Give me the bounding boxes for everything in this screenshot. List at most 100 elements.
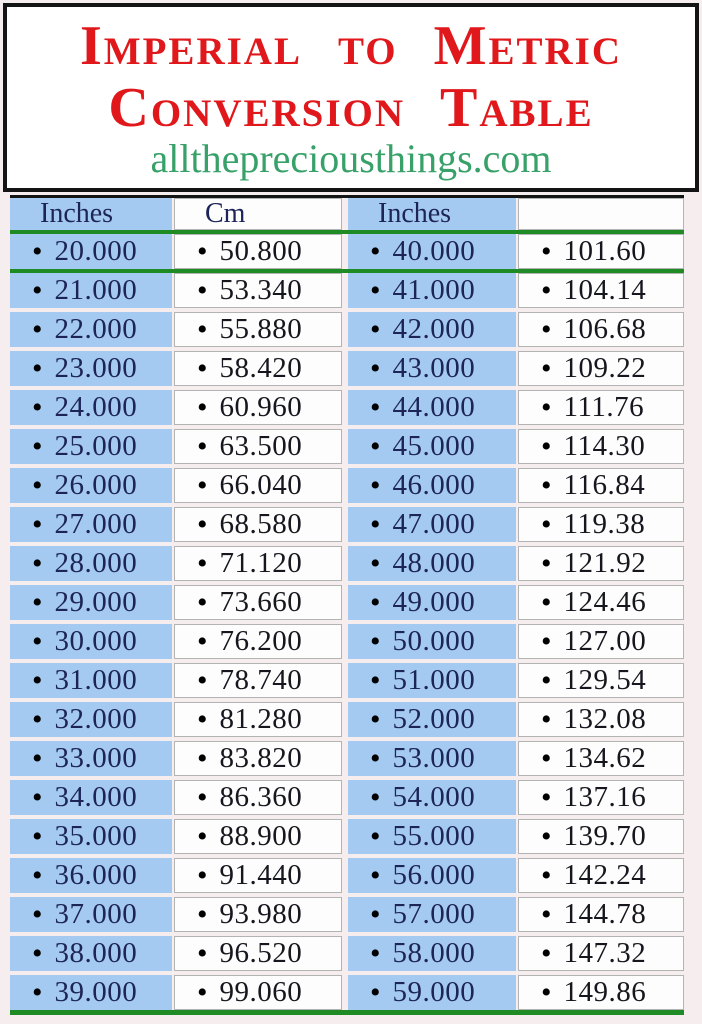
table-row: • 26.000 • 66.040 • 46.000 • 116.84 bbox=[10, 468, 684, 503]
bullet-icon: • bbox=[370, 741, 381, 775]
table-cell: • 129.54 bbox=[518, 663, 684, 698]
table-cell: • 116.84 bbox=[518, 468, 684, 503]
bullet-icon: • bbox=[197, 585, 208, 619]
bullet-icon: • bbox=[32, 819, 43, 853]
table-cell: • 119.38 bbox=[518, 507, 684, 542]
cell-value: 30.000 bbox=[54, 625, 138, 657]
page-title-line-1: Imperial to Metric bbox=[80, 14, 622, 77]
cell-value: 41.000 bbox=[392, 274, 476, 306]
table-cell: • 56.000 bbox=[348, 858, 516, 893]
column-header: Inches bbox=[10, 198, 172, 230]
table-cell: • 91.440 bbox=[174, 858, 342, 893]
bullet-icon: • bbox=[32, 429, 43, 463]
page-title-line-2: Conversion Table bbox=[108, 76, 594, 139]
title-card: Imperial to Metric Conversion Table allt… bbox=[3, 3, 699, 192]
bullet-icon: • bbox=[541, 507, 552, 541]
table-cell: • 49.000 bbox=[348, 585, 516, 620]
cell-value: 71.120 bbox=[219, 547, 303, 579]
table-cell: • 81.280 bbox=[174, 702, 342, 737]
table-cell: • 23.000 bbox=[10, 351, 172, 386]
cell-value: 21.000 bbox=[54, 274, 138, 306]
table-cell: • 30.000 bbox=[10, 624, 172, 659]
bullet-icon: • bbox=[541, 702, 552, 736]
cell-value: 26.000 bbox=[54, 469, 138, 501]
table-cell: • 99.060 bbox=[174, 975, 342, 1010]
cell-value: 86.360 bbox=[219, 781, 303, 813]
bullet-icon: • bbox=[32, 975, 43, 1009]
table-cell: • 132.08 bbox=[518, 702, 684, 737]
table-cell: • 121.92 bbox=[518, 546, 684, 581]
bullet-icon: • bbox=[541, 975, 552, 1009]
table-cell: • 114.30 bbox=[518, 429, 684, 464]
table-row: • 24.000 • 60.960 • 44.000 • 111.76 bbox=[10, 390, 684, 425]
table-cell: • 40.000 bbox=[348, 234, 516, 269]
table-row: • 23.000 • 58.420 • 43.000 • 109.22 bbox=[10, 351, 684, 386]
table-cell: • 32.000 bbox=[10, 702, 172, 737]
table-cell: • 27.000 bbox=[10, 507, 172, 542]
table-cell: • 41.000 bbox=[348, 273, 516, 308]
bullet-icon: • bbox=[541, 897, 552, 931]
cell-value: 66.040 bbox=[219, 469, 303, 501]
bullet-icon: • bbox=[370, 507, 381, 541]
bullet-icon: • bbox=[370, 468, 381, 502]
bullet-icon: • bbox=[197, 351, 208, 385]
cell-value: 129.54 bbox=[563, 664, 647, 696]
bullet-icon: • bbox=[370, 663, 381, 697]
bullet-icon: • bbox=[370, 429, 381, 463]
table-cell: • 42.000 bbox=[348, 312, 516, 347]
table-row: • 38.000 • 96.520 • 58.000 • 147.32 bbox=[10, 936, 684, 971]
table-row: • 36.000 • 91.440 • 56.000 • 142.24 bbox=[10, 858, 684, 893]
cell-value: 38.000 bbox=[54, 937, 138, 969]
cell-value: 47.000 bbox=[392, 508, 476, 540]
cell-value: 29.000 bbox=[54, 586, 138, 618]
table-cell: • 31.000 bbox=[10, 663, 172, 698]
table-row: • 30.000 • 76.200 • 50.000 • 127.00 bbox=[10, 624, 684, 659]
cell-value: 88.900 bbox=[219, 820, 303, 852]
cell-value: 53.340 bbox=[219, 274, 303, 306]
table-row: • 25.000 • 63.500 • 45.000 • 114.30 bbox=[10, 429, 684, 464]
cell-value: 134.62 bbox=[563, 742, 647, 774]
bullet-icon: • bbox=[32, 936, 43, 970]
table-cell: • 59.000 bbox=[348, 975, 516, 1010]
table-cell: • 86.360 bbox=[174, 780, 342, 815]
cell-value: 91.440 bbox=[219, 859, 303, 891]
table-row: • 32.000 • 81.280 • 52.000 • 132.08 bbox=[10, 702, 684, 737]
bullet-icon: • bbox=[370, 897, 381, 931]
cell-value: 34.000 bbox=[54, 781, 138, 813]
conversion-table: Inches Cm Inches • 20.000 • 50.800 • 40.000 • 101.… bbox=[10, 195, 684, 1015]
cell-value: 121.92 bbox=[563, 547, 647, 579]
cell-value: 50.000 bbox=[392, 625, 476, 657]
bullet-icon: • bbox=[197, 663, 208, 697]
bullet-icon: • bbox=[32, 780, 43, 814]
bullet-icon: • bbox=[197, 429, 208, 463]
table-cell: • 33.000 bbox=[10, 741, 172, 776]
bullet-icon: • bbox=[541, 585, 552, 619]
cell-value: 106.68 bbox=[563, 313, 647, 345]
bullet-icon: • bbox=[370, 273, 381, 307]
cell-value: 36.000 bbox=[54, 859, 138, 891]
cell-value: 49.000 bbox=[392, 586, 476, 618]
cell-value: 45.000 bbox=[392, 430, 476, 462]
bullet-icon: • bbox=[197, 741, 208, 775]
bullet-icon: • bbox=[32, 702, 43, 736]
table-cell: • 83.820 bbox=[174, 741, 342, 776]
table-cell: • 139.70 bbox=[518, 819, 684, 854]
bullet-icon: • bbox=[370, 390, 381, 424]
table-cell: • 58.000 bbox=[348, 936, 516, 971]
bullet-icon: • bbox=[32, 585, 43, 619]
cell-value: 39.000 bbox=[54, 976, 138, 1008]
cell-value: 144.78 bbox=[563, 898, 647, 930]
cell-value: 124.46 bbox=[563, 586, 647, 618]
table-cell: • 47.000 bbox=[348, 507, 516, 542]
bullet-icon: • bbox=[541, 780, 552, 814]
table-cell: • 137.16 bbox=[518, 780, 684, 815]
cell-value: 25.000 bbox=[54, 430, 138, 462]
cell-value: 42.000 bbox=[392, 313, 476, 345]
bullet-icon: • bbox=[32, 663, 43, 697]
table-row: • 37.000 • 93.980 • 57.000 • 144.78 bbox=[10, 897, 684, 932]
cell-value: 76.200 bbox=[219, 625, 303, 657]
bullet-icon: • bbox=[32, 234, 43, 268]
bullet-icon: • bbox=[197, 780, 208, 814]
table-row: • 35.000 • 88.900 • 55.000 • 139.70 bbox=[10, 819, 684, 854]
cell-value: 101.60 bbox=[563, 235, 647, 267]
